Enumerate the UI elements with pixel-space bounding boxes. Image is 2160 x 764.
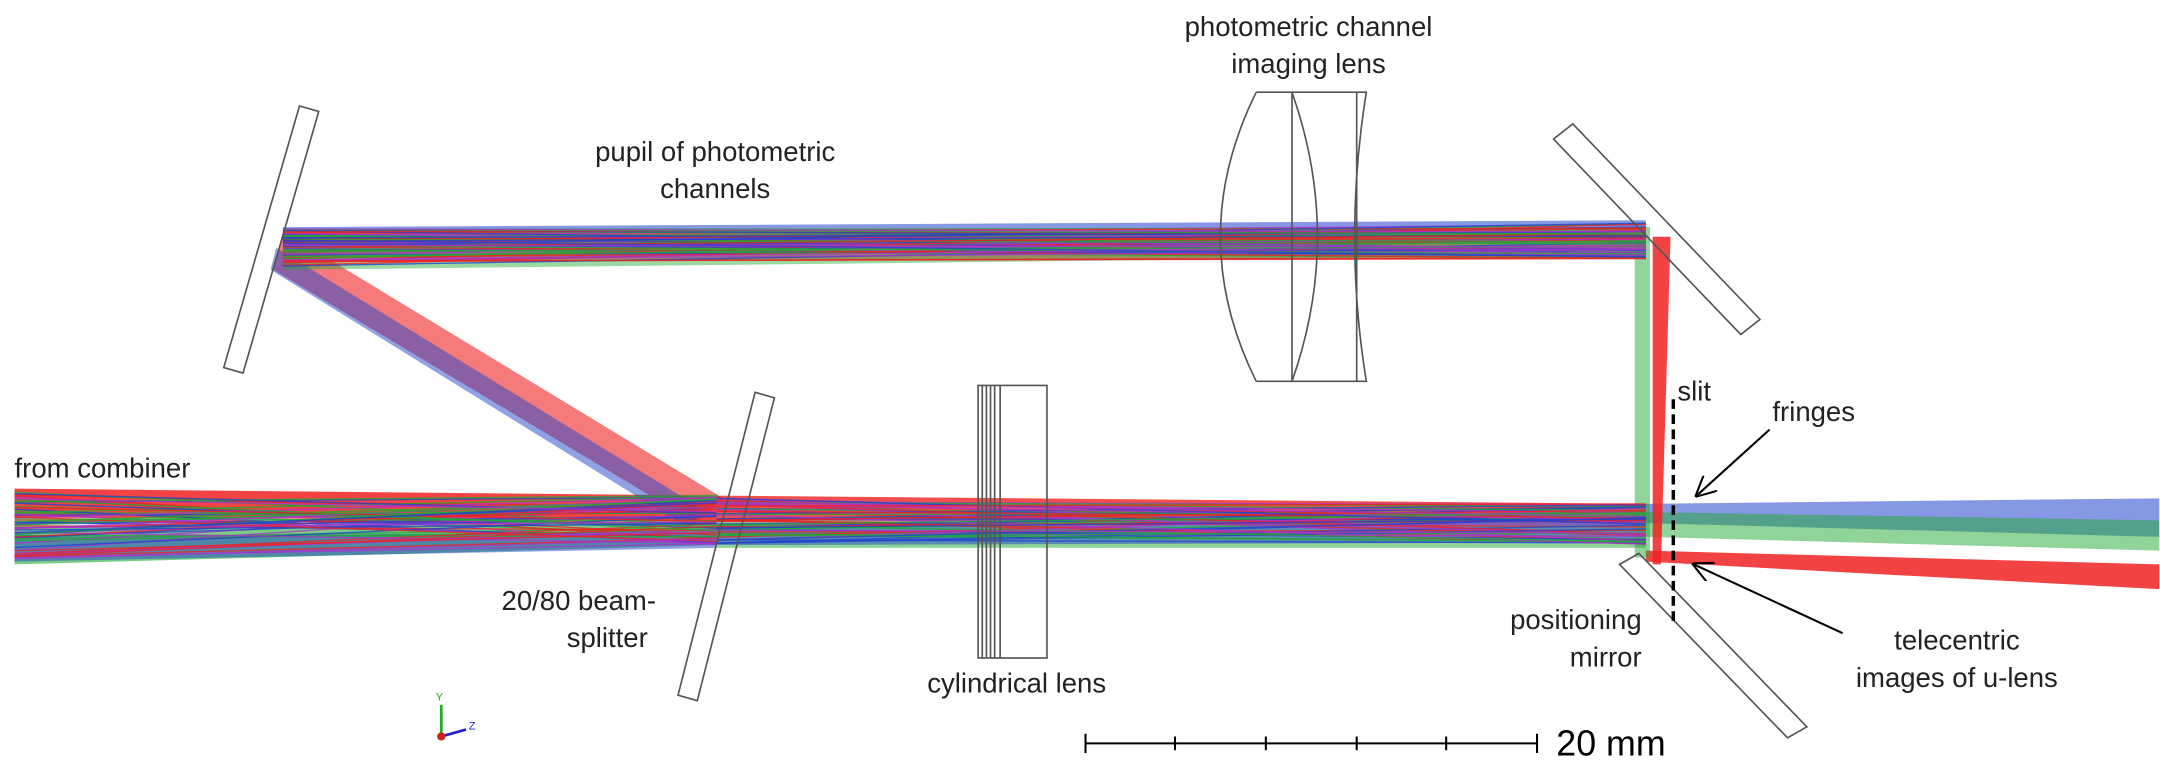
label: from combiner <box>15 453 191 484</box>
label: channels <box>660 173 770 204</box>
label: slit <box>1677 376 1711 407</box>
label: telecentric <box>1894 625 2020 656</box>
label: images of u-lens <box>1856 662 2058 693</box>
label: positioning <box>1510 604 1642 635</box>
page: 20 mm Y Z photometric channel imaging le… <box>0 0 2160 764</box>
arrow <box>1697 429 1770 495</box>
label: cylindrical lens <box>927 667 1106 698</box>
scale-bar <box>1086 734 1538 753</box>
beam <box>271 248 703 529</box>
axis-z: Z <box>469 721 476 733</box>
arrow <box>1694 564 1843 633</box>
label: imaging lens <box>1231 48 1385 79</box>
axis-glyph: Y Z <box>436 692 476 741</box>
label: splitter <box>567 622 648 653</box>
label: photometric channel <box>1185 11 1433 42</box>
optical-layout: 20 mm Y Z photometric channel imaging le… <box>0 0 2160 764</box>
label: 20/80 beam- <box>502 585 657 616</box>
axis-y: Y <box>436 692 444 704</box>
label: mirror <box>1570 641 1642 672</box>
scale-label: 20 mm <box>1556 724 1665 764</box>
beam <box>273 231 723 523</box>
beam <box>1646 551 2159 590</box>
positioning-mirror <box>1620 553 1807 737</box>
label: fringes <box>1772 396 1855 427</box>
label: pupil of photometric <box>595 136 835 167</box>
